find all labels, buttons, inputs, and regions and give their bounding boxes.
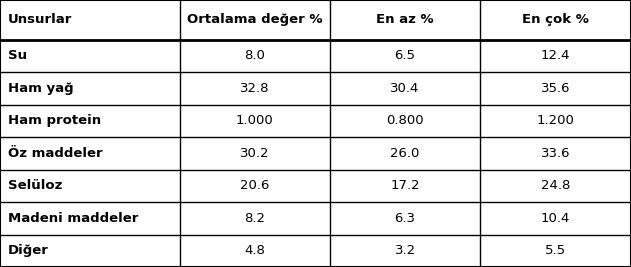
Text: Unsurlar: Unsurlar [8,13,72,26]
Text: Madeni maddeler: Madeni maddeler [8,212,138,225]
Text: 4.8: 4.8 [244,244,266,257]
Text: 17.2: 17.2 [391,179,420,192]
Text: 20.6: 20.6 [240,179,269,192]
Text: 6.5: 6.5 [394,49,416,62]
Text: En az %: En az % [376,13,434,26]
Text: Ham yağ: Ham yağ [8,82,73,95]
Text: 30.4: 30.4 [391,82,420,95]
Text: 32.8: 32.8 [240,82,269,95]
Text: 35.6: 35.6 [541,82,570,95]
Text: 12.4: 12.4 [541,49,570,62]
Text: 0.800: 0.800 [386,114,424,127]
Text: 6.3: 6.3 [394,212,416,225]
Text: 1.200: 1.200 [536,114,575,127]
Text: 10.4: 10.4 [541,212,570,225]
Text: Ortalama değer %: Ortalama değer % [187,13,322,26]
Text: 3.2: 3.2 [394,244,416,257]
Text: 8.0: 8.0 [244,49,266,62]
Text: 33.6: 33.6 [541,147,570,160]
Text: 5.5: 5.5 [545,244,566,257]
Text: 24.8: 24.8 [541,179,570,192]
Text: 30.2: 30.2 [240,147,269,160]
Text: Diğer: Diğer [8,244,49,257]
Text: En çok %: En çok % [522,13,589,26]
Text: Öz maddeler: Öz maddeler [8,147,102,160]
Text: Ham protein: Ham protein [8,114,101,127]
Text: 8.2: 8.2 [244,212,266,225]
Text: 26.0: 26.0 [391,147,420,160]
Text: Su: Su [8,49,27,62]
Text: 1.000: 1.000 [236,114,274,127]
Text: Selüloz: Selüloz [8,179,62,192]
